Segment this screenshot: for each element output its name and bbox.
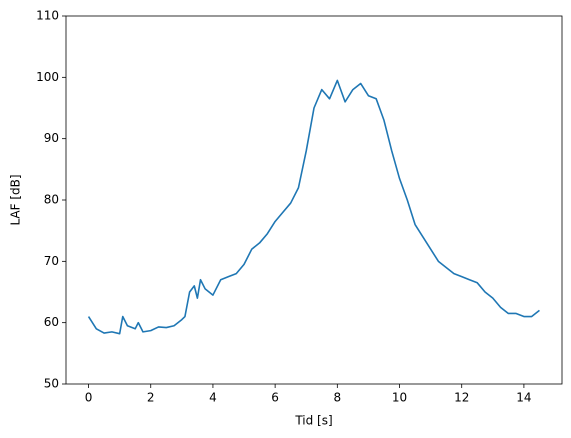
y-tick-label: 110 — [36, 9, 59, 23]
x-tick-label: 10 — [392, 391, 407, 405]
x-tick-label: 2 — [147, 391, 155, 405]
y-tick-label: 100 — [36, 70, 59, 84]
y-tick-label: 70 — [44, 254, 59, 268]
plot-frame — [65, 15, 563, 385]
y-tick-label: 60 — [44, 315, 59, 329]
y-tick-label: 90 — [44, 131, 59, 145]
x-tick-label: 8 — [334, 391, 342, 405]
x-tick-label: 0 — [85, 391, 93, 405]
x-axis-label: Tid [s] — [294, 414, 332, 428]
x-tick-label: 4 — [209, 391, 217, 405]
data-line — [87, 79, 540, 335]
y-axis-label: LAF [dB] — [9, 174, 23, 225]
x-tick-label: 6 — [271, 391, 279, 405]
y-tick-label: 50 — [44, 377, 59, 391]
y-tick-label: 80 — [44, 193, 59, 207]
x-tick-label: 14 — [516, 391, 531, 405]
x-tick-label: 12 — [454, 391, 469, 405]
